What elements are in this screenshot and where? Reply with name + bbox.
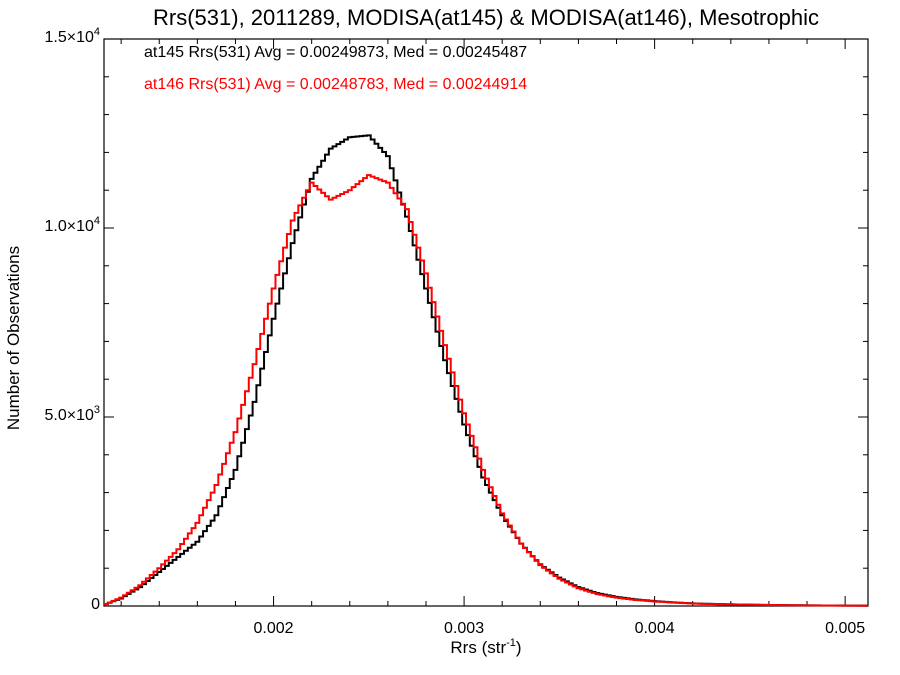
x-tick-label: 0.002 xyxy=(253,620,294,637)
x-tick-label: 0.004 xyxy=(634,620,675,637)
x-tick-label: 0.005 xyxy=(825,620,866,637)
x-axis-label: Rrs (str-1) xyxy=(450,637,522,658)
chart-title: Rrs(531), 2011289, MODISA(at145) & MODIS… xyxy=(153,5,819,30)
series-line-at145 xyxy=(104,134,868,607)
x-tick-label: 0.003 xyxy=(444,620,485,637)
y-tick-label: 1.5×104 xyxy=(44,26,100,47)
annotation-at145: at145 Rrs(531) Avg = 0.00249873, Med = 0… xyxy=(144,44,528,61)
y-axis-label: Number of Observations xyxy=(4,245,23,431)
y-tick-label: 1.0×104 xyxy=(44,215,100,236)
annotation-at146: at146 Rrs(531) Avg = 0.00248783, Med = 0… xyxy=(144,76,528,93)
plot-frame xyxy=(103,38,869,607)
y-tick-label: 0 xyxy=(91,596,100,613)
y-tick-label: 5.0×103 xyxy=(44,404,100,425)
series-line-at146 xyxy=(104,174,868,607)
